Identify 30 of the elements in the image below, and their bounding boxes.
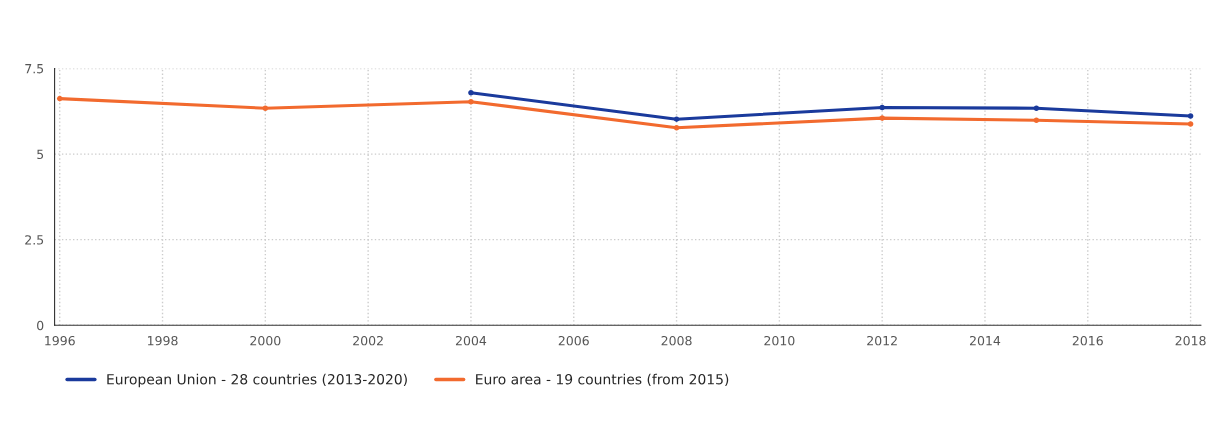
x-tick-label: 2010 bbox=[764, 335, 795, 346]
y-tick-label: 0 bbox=[37, 320, 44, 331]
x-tick-label: 2018 bbox=[1175, 335, 1206, 346]
point bbox=[56, 95, 63, 102]
point bbox=[1033, 117, 1040, 123]
point bbox=[673, 124, 680, 131]
x-tick-label: 2006 bbox=[558, 335, 589, 346]
y-tick-label: 7.5 bbox=[25, 64, 44, 74]
point bbox=[1033, 105, 1040, 111]
y-tick-label: 2.5 bbox=[25, 235, 44, 245]
point bbox=[673, 116, 680, 122]
x-tick-label: 2014 bbox=[969, 335, 1001, 346]
x-tick-label: 2002 bbox=[353, 335, 383, 346]
legend-label: Euro area - 19 countries (from 2015) bbox=[476, 373, 729, 387]
x-tick-label: 1996 bbox=[45, 335, 75, 346]
x-tick-label: 2004 bbox=[455, 335, 487, 346]
x-tick-label: 2008 bbox=[661, 335, 692, 346]
point bbox=[262, 105, 269, 111]
point bbox=[879, 104, 885, 111]
y-tick-label: 5 bbox=[37, 149, 44, 160]
x-tick-label: 2000 bbox=[250, 335, 281, 346]
point bbox=[468, 90, 474, 96]
point bbox=[468, 98, 474, 105]
x-tick-label: 1998 bbox=[148, 335, 178, 346]
point bbox=[1187, 113, 1194, 119]
x-tick-label: 2012 bbox=[867, 335, 897, 346]
x-tick-label: 2016 bbox=[1072, 335, 1103, 346]
point bbox=[879, 115, 885, 121]
point bbox=[1187, 121, 1194, 127]
legend-label: European Union - 28 countries (2013-2020) bbox=[107, 373, 407, 388]
